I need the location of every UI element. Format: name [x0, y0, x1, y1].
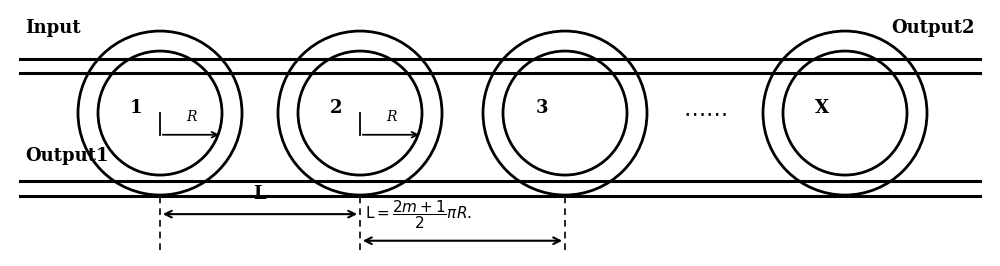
- Text: $\cdots\cdots$: $\cdots\cdots$: [683, 103, 727, 123]
- Text: L: L: [254, 185, 266, 203]
- Text: Output1: Output1: [25, 147, 108, 165]
- Text: R: R: [186, 110, 196, 124]
- Text: 2: 2: [330, 99, 343, 117]
- Text: Output2: Output2: [892, 19, 975, 37]
- Text: Input: Input: [25, 19, 81, 37]
- Text: R: R: [386, 110, 396, 124]
- Text: $\mathrm{L} = \dfrac{2m+1}{2}\pi R.$: $\mathrm{L} = \dfrac{2m+1}{2}\pi R.$: [365, 199, 472, 231]
- Text: X: X: [814, 99, 829, 117]
- Text: 3: 3: [535, 99, 548, 117]
- Text: 1: 1: [130, 99, 143, 117]
